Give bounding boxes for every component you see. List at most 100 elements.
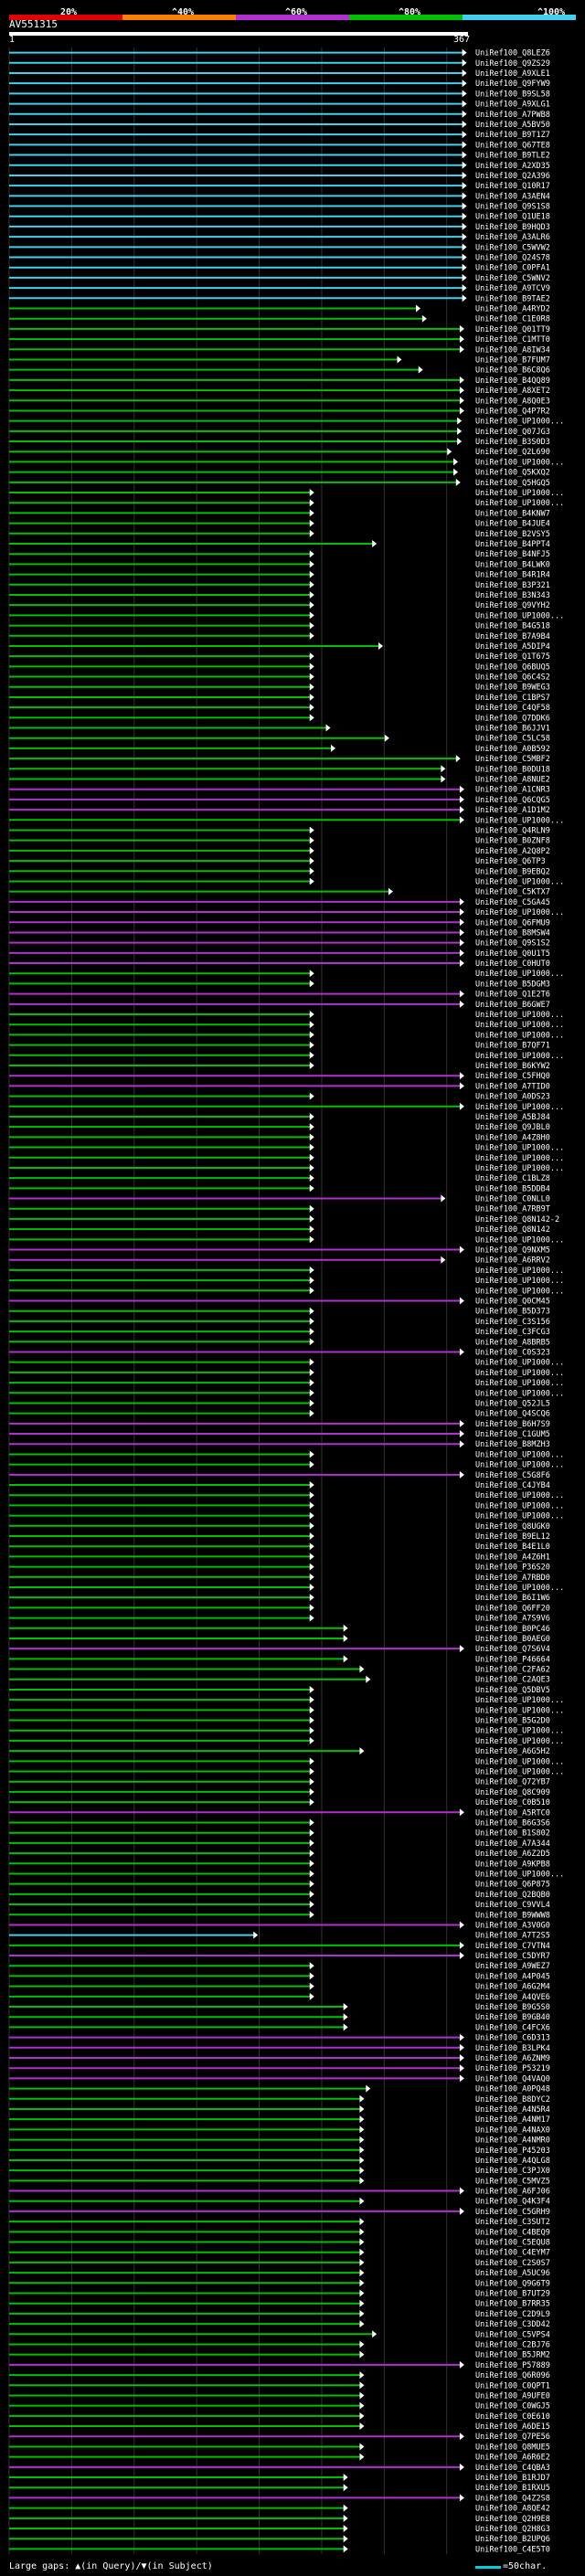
hit-row[interactable]: UniRef100_Q9G6T9 [9, 2279, 550, 2288]
hit-row[interactable]: UniRef100_B3LPK4 [9, 2043, 550, 2053]
hit-row[interactable]: UniRef100_Q1UE18 [9, 212, 550, 222]
hit-row[interactable]: UniRef100_Q5KXQ2 [9, 468, 550, 478]
hit-row[interactable]: UniRef100_A8BRB5 [9, 1338, 550, 1347]
hit-row[interactable]: UniRef100_Q5DBV5 [9, 1685, 550, 1695]
hit-row[interactable]: UniRef100_A2XD35 [9, 161, 550, 171]
hit-row[interactable]: UniRef100_B6GWE7 [9, 1000, 550, 1010]
hit-row[interactable]: UniRef100_Q6R096 [9, 2371, 550, 2380]
hit-row[interactable]: UniRef100_C1E0R8 [9, 314, 550, 324]
hit-row[interactable]: UniRef100_A8XET2 [9, 387, 550, 396]
hit-row[interactable]: UniRef100_B5JRM2 [9, 2350, 550, 2360]
hit-row[interactable]: UniRef100_P46664 [9, 1655, 550, 1664]
hit-row[interactable]: UniRef100_A4RYD2 [9, 304, 550, 313]
hit-row[interactable]: UniRef100_Q9S1S8 [9, 202, 550, 212]
hit-row[interactable]: UniRef100_UP1000... [9, 1287, 564, 1296]
hit-row[interactable]: UniRef100_B6C8Q6 [9, 366, 550, 376]
hit-row[interactable]: UniRef100_C0WGJ5 [9, 2401, 550, 2412]
hit-row[interactable]: UniRef100_C5WVW2 [9, 243, 550, 252]
hit-row[interactable]: UniRef100_Q72YB7 [9, 1777, 550, 1787]
hit-row[interactable]: UniRef100_C4BEQ9 [9, 2228, 550, 2237]
hit-row[interactable]: UniRef100_C0PFA1 [9, 263, 550, 273]
hit-row[interactable]: UniRef100_C3SUT2 [9, 2218, 550, 2227]
hit-row[interactable]: UniRef100_P45203 [9, 2146, 550, 2156]
hit-row[interactable]: UniRef100_Q2BQB0 [9, 1890, 550, 1900]
hit-row[interactable]: UniRef100_UP1000... [9, 877, 564, 886]
hit-row[interactable]: UniRef100_B6H7S9 [9, 1419, 550, 1429]
hit-row[interactable]: UniRef100_Q6TP3 [9, 857, 546, 866]
hit-row[interactable]: UniRef100_A4N5R4 [9, 2104, 550, 2115]
hit-row[interactable]: UniRef100_A4P045 [9, 1972, 550, 1981]
hit-row[interactable]: UniRef100_B4R1R4 [9, 570, 550, 580]
hit-row[interactable]: UniRef100_UP1000... [9, 908, 564, 917]
hit-row[interactable]: UniRef100_C5MBF2 [9, 755, 550, 764]
hit-row[interactable]: UniRef100_Q67TE8 [9, 141, 550, 150]
hit-row[interactable]: UniRef100_C5EQU8 [9, 2238, 550, 2248]
hit-row[interactable]: UniRef100_B9TLE2 [9, 151, 550, 161]
hit-row[interactable]: UniRef100_A3V0G0 [9, 1921, 550, 1930]
hit-row[interactable]: UniRef100_B9TAE2 [9, 294, 550, 303]
hit-row[interactable]: UniRef100_UP1000... [9, 417, 564, 427]
hit-row[interactable]: UniRef100_B5DDB4 [9, 1184, 550, 1193]
hit-row[interactable]: UniRef100_C1BPS7 [9, 693, 550, 703]
hit-row[interactable]: UniRef100_A6G2M4 [9, 1982, 550, 1992]
hit-row[interactable]: UniRef100_B4KNW7 [9, 509, 550, 518]
hit-row[interactable]: UniRef100_C6D313 [9, 2033, 550, 2043]
hit-row[interactable]: UniRef100_A7PWB8 [9, 110, 550, 120]
hit-row[interactable]: UniRef100_A6Z2D5 [9, 1850, 550, 1859]
hit-row[interactable]: UniRef100_C0E610 [9, 2412, 550, 2422]
hit-row[interactable]: UniRef100_UP1000... [9, 499, 564, 508]
hit-row[interactable]: UniRef100_C1GUM5 [9, 1430, 550, 1439]
hit-row[interactable]: UniRef100_UP1000... [9, 1460, 564, 1470]
hit-row[interactable]: UniRef100_B6I1W6 [9, 1594, 550, 1603]
hit-row[interactable]: UniRef100_C4JYB4 [9, 1481, 550, 1490]
hit-row[interactable]: UniRef100_C3PJX0 [9, 2167, 550, 2176]
hit-row[interactable]: UniRef100_A7T2S5 [9, 1931, 550, 1941]
hit-row[interactable]: UniRef100_B9EBQ2 [9, 867, 550, 876]
hit-row[interactable]: UniRef100_C7VTN4 [9, 1941, 550, 1951]
hit-row[interactable]: UniRef100_UP1000... [9, 1266, 564, 1276]
hit-row[interactable]: UniRef100_Q0U1T5 [9, 949, 550, 959]
hit-row[interactable]: UniRef100_UP1000... [9, 1368, 564, 1378]
hit-row[interactable]: UniRef100_A5RTC0 [9, 1808, 550, 1818]
hit-row[interactable]: UniRef100_Q4Z2S8 [9, 2494, 550, 2503]
hit-row[interactable]: UniRef100_UP1000... [9, 1358, 564, 1368]
hit-row[interactable]: UniRef100_UP1000... [9, 1143, 564, 1153]
hit-row[interactable]: UniRef100_A9TCV9 [9, 284, 550, 293]
hit-row[interactable]: UniRef100_B5DGM3 [9, 980, 550, 989]
hit-row[interactable]: UniRef100_B4QQ89 [9, 376, 550, 386]
hit-row[interactable]: UniRef100_A9XLE1 [9, 69, 550, 79]
hit-row[interactable]: UniRef100_C5LC58 [9, 734, 550, 744]
hit-row[interactable]: UniRef100_A7RBD0 [9, 1573, 550, 1583]
hit-row[interactable]: UniRef100_B7QF71 [9, 1041, 550, 1051]
hit-row[interactable]: UniRef100_A3ALR6 [9, 233, 550, 242]
hit-row[interactable]: UniRef100_A1D1M2 [9, 806, 550, 815]
hit-row[interactable]: UniRef100_A9XLG1 [9, 100, 550, 110]
hit-row[interactable]: UniRef100_A8QE42 [9, 2504, 550, 2514]
hit-row[interactable]: UniRef100_UP1000... [9, 1031, 564, 1040]
hit-row[interactable]: UniRef100_B4JUE4 [9, 519, 550, 529]
hit-row[interactable]: UniRef100_C5MVZ5 [9, 2177, 550, 2186]
hit-row[interactable]: UniRef100_Q07JG3 [9, 427, 550, 437]
hit-row[interactable]: UniRef100_Q52JL5 [9, 1399, 550, 1408]
hit-row[interactable]: UniRef100_A5BV50 [9, 120, 550, 130]
hit-row[interactable]: UniRef100_B7UT29 [9, 2289, 550, 2299]
hit-row[interactable]: UniRef100_A7TID0 [9, 1082, 550, 1091]
hit-row[interactable]: UniRef100_Q8UGK0 [9, 1521, 550, 1532]
hit-row[interactable]: UniRef100_A0B592 [9, 744, 550, 754]
hit-row[interactable]: UniRef100_UP1000... [9, 1153, 564, 1163]
hit-row[interactable]: UniRef100_B5D373 [9, 1307, 550, 1317]
hit-row[interactable]: UniRef100_A6ZNM9 [9, 2053, 550, 2063]
hit-row[interactable]: UniRef100_C4E5T0 [9, 2545, 550, 2554]
hit-row[interactable]: UniRef100_C4QF58 [9, 704, 550, 713]
hit-row[interactable]: UniRef100_A9UFE0 [9, 2391, 550, 2401]
hit-row[interactable]: UniRef100_C5KTX7 [9, 887, 550, 897]
hit-row[interactable]: UniRef100_A4QVE6 [9, 1992, 550, 2002]
hit-row[interactable]: UniRef100_Q2H8G3 [9, 2525, 550, 2534]
hit-row[interactable]: UniRef100_A4QLG8 [9, 2156, 550, 2166]
hit-row[interactable]: UniRef100_UP1000... [9, 1726, 564, 1736]
hit-row[interactable]: UniRef100_Q2A396 [9, 171, 550, 181]
hit-row[interactable]: UniRef100_UP1000... [9, 816, 564, 825]
hit-row[interactable]: UniRef100_UP1000... [9, 1583, 564, 1593]
hit-row[interactable]: UniRef100_UP1000... [9, 458, 564, 467]
hit-row[interactable]: UniRef100_Q9VYH2 [9, 601, 550, 610]
